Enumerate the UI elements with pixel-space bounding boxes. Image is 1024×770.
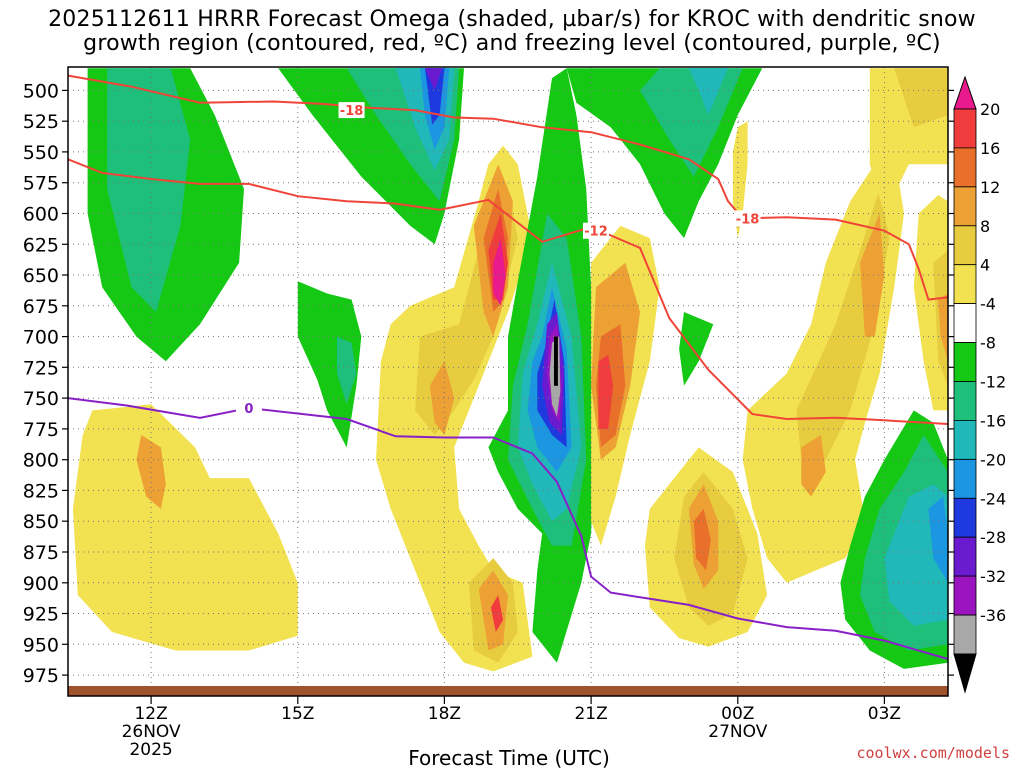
y-tick-label-700: 700 bbox=[23, 327, 59, 349]
colorbar-label-13: -36 bbox=[980, 606, 1006, 625]
x-axis-title: Forecast Time (UTC) bbox=[408, 746, 610, 770]
colorbar-segment-10 bbox=[953, 497, 977, 538]
terrain-surface bbox=[68, 686, 948, 696]
omega-region-9 bbox=[640, 68, 743, 177]
omega-region-24 bbox=[490, 595, 504, 632]
x-tick-date-12Z: 26NOV bbox=[122, 722, 181, 742]
contour-label-bg-1 bbox=[583, 222, 609, 239]
colorbar-top-triangle bbox=[953, 75, 977, 110]
omega-region-56 bbox=[894, 68, 948, 128]
y-tick-label-675: 675 bbox=[23, 296, 59, 318]
colorbar-segment-7 bbox=[953, 381, 977, 421]
omega-region-20 bbox=[493, 238, 506, 306]
y-tick-label-950: 950 bbox=[23, 634, 59, 656]
y-tick-label-850: 850 bbox=[23, 511, 59, 533]
x-tick-label-00Z: 00Z bbox=[721, 704, 754, 724]
x-tick-label-18Z: 18Z bbox=[428, 704, 461, 724]
colorbar-label-0: 20 bbox=[980, 100, 1000, 119]
colorbar-segment-1 bbox=[953, 147, 977, 188]
colorbar-label-12: -32 bbox=[980, 567, 1006, 586]
omega-region-14 bbox=[336, 336, 357, 405]
omega-region-13 bbox=[297, 281, 362, 448]
contour-line-0 bbox=[68, 74, 948, 301]
y-tick-label-900: 900 bbox=[23, 573, 59, 595]
colorbar-segment-12 bbox=[953, 575, 977, 616]
y-tick-label-750: 750 bbox=[23, 388, 59, 410]
omega-region-37 bbox=[598, 355, 614, 429]
colorbar-label-2: 12 bbox=[980, 178, 1000, 197]
omega-region-1 bbox=[107, 68, 191, 312]
y-tick-label-725: 725 bbox=[23, 357, 59, 379]
credit-text: coolwx.com/models bbox=[856, 744, 1010, 762]
colorbar-label-7: -12 bbox=[980, 373, 1006, 392]
colorbar-segment-11 bbox=[953, 536, 977, 577]
chart-title-line1: 2025112611 HRRR Forecast Omega (shaded, … bbox=[48, 7, 976, 32]
y-tick-label-600: 600 bbox=[23, 204, 59, 226]
contour-label-2: 0 bbox=[244, 402, 253, 417]
colorbar-label-5: -4 bbox=[980, 295, 996, 314]
colorbar-segment-4 bbox=[953, 264, 977, 305]
contour-label-bg-2 bbox=[235, 399, 262, 416]
omega-region-7 bbox=[424, 68, 442, 91]
colorbar-label-3: 8 bbox=[980, 217, 990, 236]
y-tick-label-975: 975 bbox=[23, 665, 59, 687]
omega-region-46 bbox=[801, 435, 826, 497]
colorbar-label-8: -16 bbox=[980, 411, 1006, 430]
contour-label-0: -18 bbox=[340, 104, 364, 119]
y-tick-label-575: 575 bbox=[23, 173, 59, 195]
y-tick-label-875: 875 bbox=[23, 542, 59, 564]
colorbar-label-9: -20 bbox=[980, 450, 1006, 469]
contour-line-1 bbox=[68, 158, 948, 425]
omega-region-6 bbox=[424, 68, 445, 125]
colorbar-segment-0 bbox=[953, 108, 977, 149]
colorbar-segment-9 bbox=[953, 458, 977, 499]
y-tick-label-500: 500 bbox=[23, 80, 59, 102]
colorbar-segment-6 bbox=[953, 342, 977, 382]
chart-title-line2: growth region (contoured, red, ºC) and f… bbox=[83, 31, 941, 56]
colorbar-bottom-triangle bbox=[953, 653, 977, 694]
x-tick-year-12Z: 2025 bbox=[129, 740, 172, 760]
omega-region-42 bbox=[693, 508, 711, 571]
omega-region-21 bbox=[429, 361, 455, 435]
omega-region-33 bbox=[554, 336, 558, 386]
y-tick-label-550: 550 bbox=[23, 142, 59, 164]
omega-region-54 bbox=[732, 121, 748, 239]
colorbar-segment-3 bbox=[953, 225, 977, 266]
x-tick-label-15Z: 15Z bbox=[281, 704, 314, 724]
contour-label-extra: -18 bbox=[736, 212, 760, 227]
y-tick-label-650: 650 bbox=[23, 265, 59, 287]
omega-region-38 bbox=[679, 312, 714, 386]
y-tick-label-525: 525 bbox=[23, 111, 59, 133]
colorbar-segment-8 bbox=[953, 419, 977, 460]
omega-region-53 bbox=[938, 293, 948, 362]
colorbar-segment-5 bbox=[953, 303, 977, 343]
y-tick-label-800: 800 bbox=[23, 450, 59, 472]
y-tick-label-925: 925 bbox=[23, 604, 59, 626]
colorbar-segment-13 bbox=[953, 614, 977, 655]
contour-label-bg-extra bbox=[734, 210, 761, 227]
y-tick-label-625: 625 bbox=[23, 234, 59, 256]
y-tick-label-775: 775 bbox=[23, 419, 59, 441]
omega-region-11 bbox=[72, 404, 298, 651]
x-tick-label-03Z: 03Z bbox=[868, 704, 901, 724]
colorbar-label-11: -28 bbox=[980, 528, 1006, 547]
colorbar-label-1: 16 bbox=[980, 139, 1000, 158]
colorbar-label-10: -24 bbox=[980, 489, 1006, 508]
colorbar-label-6: -8 bbox=[980, 334, 996, 353]
y-tick-label-825: 825 bbox=[23, 480, 59, 502]
colorbar-label-4: 4 bbox=[980, 256, 990, 275]
plot-frame bbox=[67, 66, 949, 697]
x-tick-label-21Z: 21Z bbox=[574, 704, 607, 724]
x-tick-label-12Z: 12Z bbox=[134, 704, 167, 724]
colorbar-segment-2 bbox=[953, 186, 977, 227]
x-tick-date-00Z: 27NOV bbox=[708, 722, 767, 742]
contour-line-2 bbox=[68, 397, 948, 661]
contour-label-bg-0 bbox=[338, 102, 365, 119]
omega-region-10 bbox=[688, 68, 728, 115]
omega-region-50 bbox=[928, 496, 948, 583]
contour-label-1: -12 bbox=[584, 225, 608, 240]
